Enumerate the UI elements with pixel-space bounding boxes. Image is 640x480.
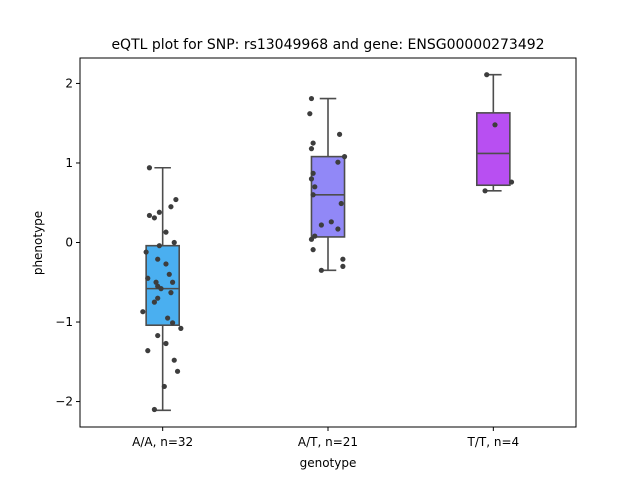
data-point [492,122,498,128]
y-tick-label: 1 [65,156,73,170]
data-point [168,290,174,296]
x-tick-label: T/T, n=4 [467,435,520,449]
x-tick-label: A/T, n=21 [298,435,358,449]
data-point [484,72,490,78]
data-point [178,325,184,331]
plot-area: −2 −1 0 1 2 A/A, n=32 A/T, n=21 T/T, n=4 [55,57,577,449]
data-point [336,131,343,137]
data-point [308,146,315,152]
data-point [174,368,181,374]
data-point [338,200,344,207]
data-point [168,204,174,210]
data-point [151,299,157,305]
data-point [140,309,146,315]
data-point [151,215,157,221]
data-point [307,111,313,117]
data-point [312,233,318,239]
data-point [312,184,318,190]
data-point [310,170,316,176]
data-point [155,332,161,339]
data-point [155,295,161,301]
data-point [308,236,315,242]
data-point [341,154,348,160]
y-tick-label: −1 [55,315,73,329]
data-point [146,165,153,171]
data-point [158,286,164,292]
data-point [335,226,341,232]
data-point [340,263,346,269]
data-point [171,357,177,363]
data-point [145,348,151,354]
data-point [328,219,334,225]
box-1 [145,244,180,327]
data-point [169,320,176,326]
data-point [163,229,169,235]
box-3 [475,112,511,187]
data-point [143,249,149,255]
data-point [308,176,315,182]
data-point [308,95,315,102]
data-point [151,406,157,413]
data-point [173,196,179,203]
y-tick-label: 0 [65,236,73,250]
y-tick-label: 2 [65,76,73,90]
x-tick-label: A/A, n=32 [132,435,193,449]
x-axis-label: genotype [300,456,357,470]
data-point [310,192,316,198]
data-point [156,243,162,249]
data-point [153,279,159,285]
data-point [310,140,316,146]
data-point [169,279,176,285]
data-point [310,247,316,253]
y-axis-label: phenotype [31,211,45,275]
data-point [155,256,161,262]
data-point [318,267,324,273]
data-point [145,275,151,281]
box-2 [310,155,346,238]
data-point [482,188,488,194]
data-point [171,239,177,246]
data-point [508,179,515,185]
data-point [340,256,346,262]
y-tick-label: −2 [55,395,73,409]
data-point [146,212,153,219]
data-point [163,261,169,267]
data-point [165,315,171,321]
data-point [161,383,167,390]
data-point [335,159,341,165]
data-point [163,340,169,347]
data-point [166,271,172,277]
data-point [318,222,324,228]
chart-title: eQTL plot for SNP: rs13049968 and gene: … [111,37,544,53]
data-point [156,209,162,215]
